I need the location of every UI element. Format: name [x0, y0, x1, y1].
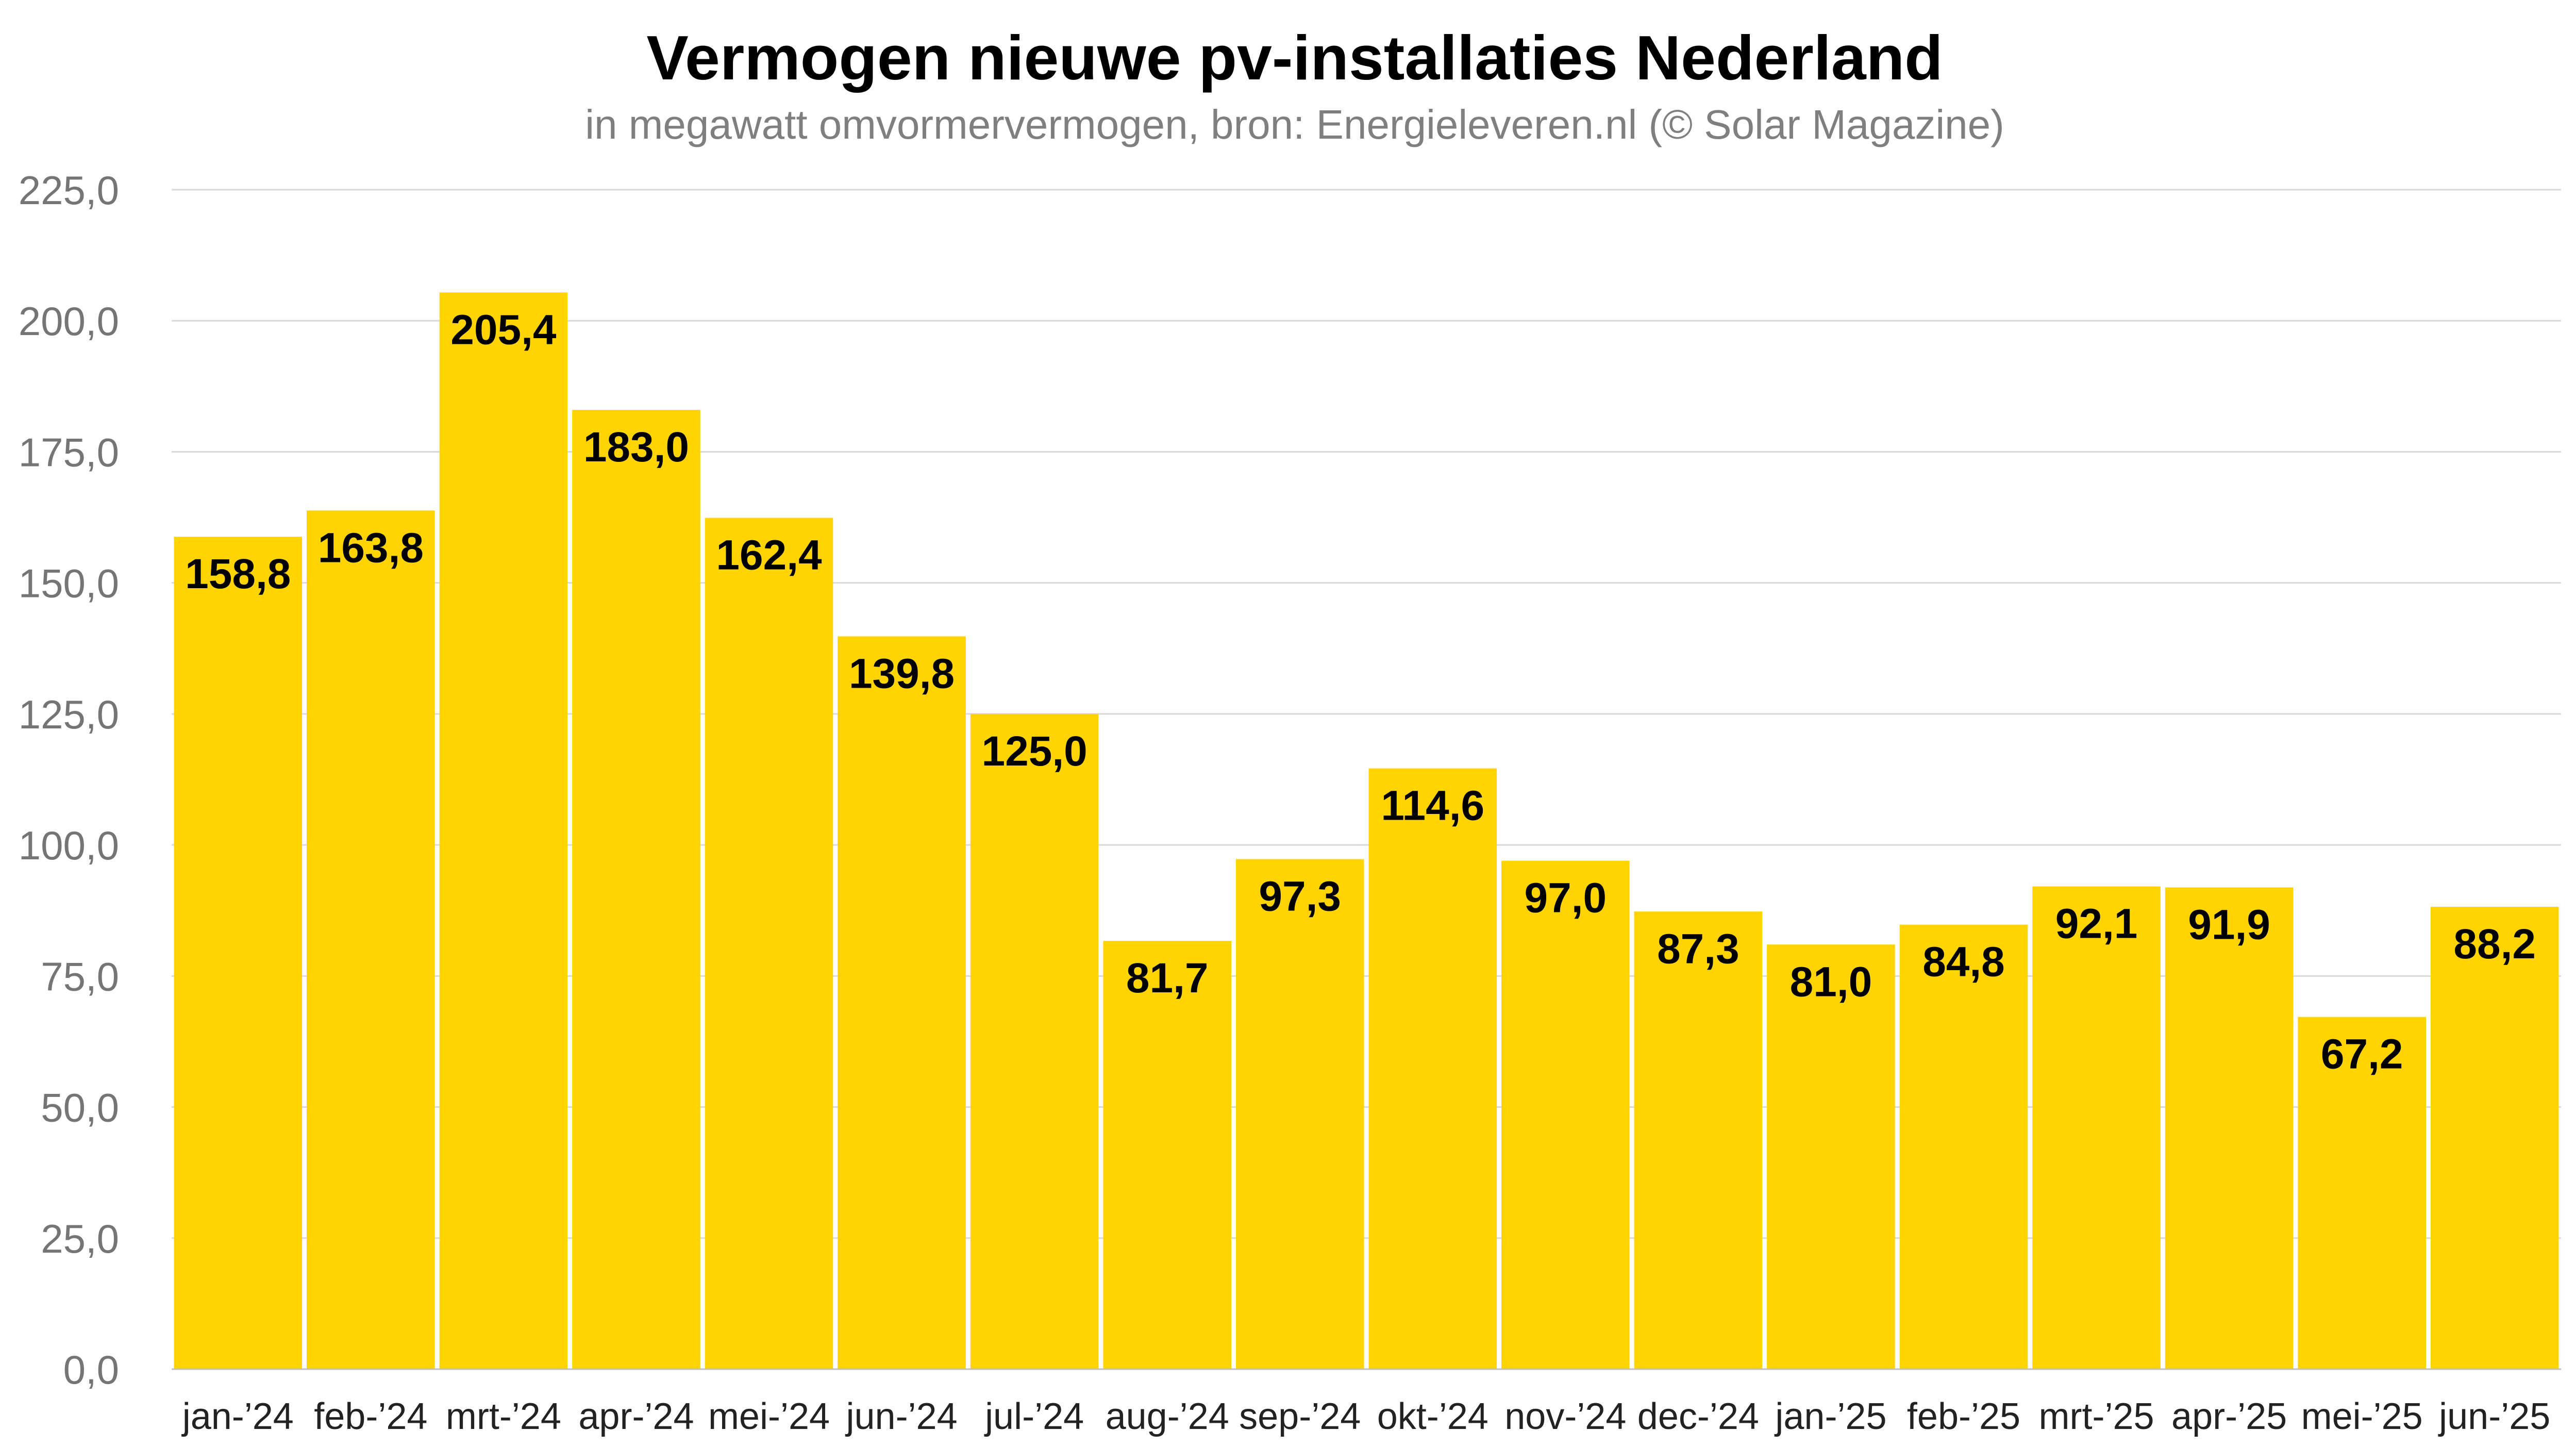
x-tick-label-nov-24: nov-’24	[1504, 1396, 1626, 1437]
bar-mei-25	[2298, 1017, 2426, 1369]
data-label-apr-25: 91,9	[2188, 901, 2270, 948]
x-tick-label-dec-24: dec-’24	[1637, 1396, 1759, 1437]
bar-okt-24	[1368, 768, 1497, 1369]
bar-mei-24	[705, 518, 833, 1369]
data-label-jan-25: 81,0	[1790, 958, 1872, 1005]
x-tick-label-jun-25: jun-’25	[2438, 1396, 2550, 1437]
y-tick-label: 25,0	[41, 1216, 119, 1261]
data-label-jun-25: 88,2	[2453, 921, 2536, 968]
data-label-mrt-24: 205,4	[450, 306, 557, 353]
x-axis-tick-labels: jan-’24 feb-’24 mrt-’24 apr-’24 mei-’24 jun-’…	[181, 1396, 2551, 1437]
bar-feb-24	[307, 510, 435, 1370]
y-tick-label: 75,0	[41, 954, 119, 999]
chart-title: Vermogen nieuwe pv-installaties Nederlan…	[646, 23, 1943, 93]
bar-apr-24	[572, 410, 700, 1370]
x-tick-label-mrt-25: mrt-’25	[2039, 1396, 2154, 1437]
bar-aug-24	[1103, 941, 1231, 1369]
x-tick-label-jan-24: jan-’24	[181, 1396, 294, 1437]
bar-feb-25	[1899, 924, 2028, 1369]
bar-jul-24	[970, 713, 1099, 1369]
x-tick-label-feb-25: feb-’25	[1907, 1396, 2020, 1437]
data-label-sep-24: 97,3	[1259, 873, 1341, 920]
bar-mrt-24	[439, 292, 568, 1369]
data-label-okt-24: 114,6	[1381, 783, 1484, 829]
x-tick-label-feb-24: feb-’24	[314, 1396, 427, 1437]
bar-nov-24	[1501, 860, 1630, 1369]
y-tick-label: 50,0	[41, 1085, 119, 1130]
data-label-aug-24: 81,7	[1126, 955, 1209, 1002]
bar-jun-25	[2430, 907, 2559, 1369]
bar-jun-24	[838, 636, 966, 1369]
x-tick-label-okt-24: okt-’24	[1377, 1396, 1488, 1437]
x-tick-label-apr-25: apr-’25	[2171, 1396, 2287, 1437]
y-tick-label: 200,0	[19, 298, 119, 344]
x-tick-label-jan-25: jan-’25	[1774, 1396, 1886, 1437]
data-label-feb-24: 163,8	[318, 524, 424, 571]
data-label-mrt-25: 92,1	[2055, 900, 2138, 947]
data-label-feb-25: 84,8	[1922, 939, 2005, 986]
bar-apr-25	[2165, 887, 2294, 1369]
chart-subtitle: in megawatt omvormervermogen, bron: Ener…	[585, 102, 2004, 147]
bar-mrt-25	[2032, 886, 2161, 1369]
bar-jan-25	[1767, 944, 1895, 1369]
x-tick-label-mrt-24: mrt-’24	[446, 1396, 561, 1437]
y-tick-label: 150,0	[19, 561, 119, 606]
bar-dec-24	[1634, 911, 1763, 1369]
x-tick-label-jun-24: jun-’24	[845, 1396, 957, 1437]
data-labels: 158,8 163,8 205,4 183,0 162,4 139,8 125,0 81,7 9…	[185, 306, 2536, 1077]
data-label-mei-25: 67,2	[2321, 1031, 2403, 1078]
y-tick-label: 125,0	[19, 692, 119, 737]
data-label-jul-24: 125,0	[982, 728, 1088, 775]
data-label-apr-24: 183,0	[583, 424, 689, 471]
x-tick-label-mei-24: mei-’24	[708, 1396, 830, 1437]
data-label-jun-24: 139,8	[849, 650, 955, 697]
data-label-mei-24: 162,4	[716, 532, 822, 579]
bar-jan-24	[174, 537, 303, 1369]
gridlines	[172, 189, 2561, 1239]
bar-sep-24	[1235, 859, 1364, 1369]
x-tick-label-aug-24: aug-’24	[1106, 1396, 1229, 1437]
x-tick-label-sep-24: sep-’24	[1239, 1396, 1361, 1437]
y-tick-label: 225,0	[19, 168, 119, 213]
bars	[174, 292, 2559, 1370]
data-label-jan-24: 158,8	[185, 551, 291, 597]
x-tick-label-apr-24: apr-’24	[578, 1396, 694, 1437]
data-label-nov-24: 97,0	[1525, 875, 1607, 922]
x-tick-label-mei-25: mei-’25	[2301, 1396, 2423, 1437]
x-tick-label-jul-24: jul-’24	[984, 1396, 1084, 1437]
data-label-dec-24: 87,3	[1657, 925, 1739, 972]
y-axis-tick-labels: 0,0 25,0 50,0 75,0 100,0 125,0 150,0 175,0 200,0…	[19, 168, 119, 1392]
y-tick-label: 0,0	[63, 1347, 119, 1392]
y-tick-label: 175,0	[19, 429, 119, 475]
y-tick-label: 100,0	[19, 823, 119, 868]
